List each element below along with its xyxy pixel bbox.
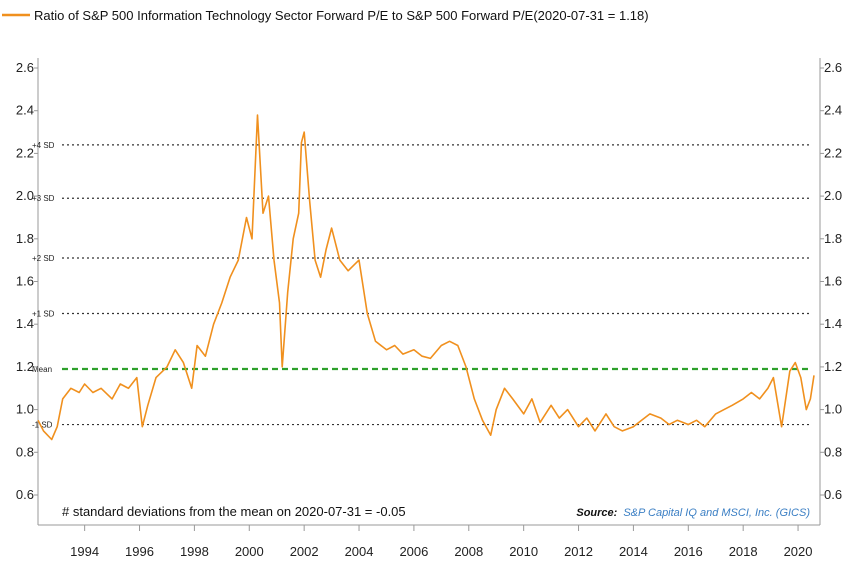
series-line <box>37 114 815 441</box>
source-note: Source: S&P Capital IQ and MSCI, Inc. (GI… <box>576 507 810 519</box>
y-tick-label-left: 1.8 <box>16 231 34 246</box>
x-axis: 1994 1996 1998 2000 2002 2004 2006 2008 2010 2012… <box>70 525 813 559</box>
y-tick-label-left: 2.0 <box>16 188 34 203</box>
y-tick-label-left: 2.2 <box>16 145 34 160</box>
x-tick-label: 2006 <box>399 544 428 559</box>
y-tick-label-left: 1.2 <box>16 359 34 374</box>
y-tick-label-left: 1.6 <box>16 274 34 289</box>
x-tick-label: 2020 <box>784 544 813 559</box>
y-tick-label-right: 1.6 <box>824 274 842 289</box>
y-tick-label-right: 2.2 <box>824 145 842 160</box>
y-tick-label-right: 2.4 <box>824 103 842 118</box>
x-tick-label: 2016 <box>674 544 703 559</box>
x-tick-label: 2012 <box>564 544 593 559</box>
source-text: S&P Capital IQ and MSCI, Inc. (GICS) <box>623 507 810 519</box>
y-tick-label-right: 1.4 <box>824 316 842 331</box>
y-tick-label-left: 2.4 <box>16 103 34 118</box>
sd-label: +1 SD <box>32 310 55 319</box>
x-tick-label: 2000 <box>235 544 264 559</box>
y-tick-label-right: 1.8 <box>824 231 842 246</box>
y-tick-label-right: 0.8 <box>824 444 842 459</box>
sd-annotation: # standard deviations from the mean on 2… <box>62 504 406 519</box>
y-tick-label-right: 1.2 <box>824 359 842 374</box>
y-tick-label-left: 2.6 <box>16 60 34 75</box>
y-tick-label-left: 1.0 <box>16 402 34 417</box>
sd-label: -1 SD <box>32 421 53 430</box>
sd-label: +2 SD <box>32 254 55 263</box>
y-tick-label-right: 2.0 <box>824 188 842 203</box>
y-tick-label-right: 2.6 <box>824 60 842 75</box>
legend-label: Ratio of S&P 500 Information Technology … <box>34 8 649 23</box>
sd-label: +4 SD <box>32 141 55 150</box>
y-axis-right: 0.6 0.8 1.0 1.2 1.4 1.6 1.8 2.0 2.2 2.4 2.6 <box>820 60 842 502</box>
plot-frame <box>37 58 821 526</box>
source-label: Source: <box>576 507 617 519</box>
y-tick-label-right: 1.0 <box>824 402 842 417</box>
y-axis-left: 0.6 0.8 1.0 1.2 1.4 1.6 1.8 2.0 2.2 2.4 2.6 <box>16 60 38 502</box>
x-tick-label: 2004 <box>345 544 374 559</box>
x-tick-label: 1998 <box>180 544 209 559</box>
y-tick-label-left: 1.4 <box>16 316 34 331</box>
x-tick-label: 1994 <box>70 544 99 559</box>
y-tick-label-left: 0.8 <box>16 444 34 459</box>
x-tick-label: 2008 <box>454 544 483 559</box>
x-tick-label: 2014 <box>619 544 648 559</box>
x-tick-label: 2018 <box>729 544 758 559</box>
x-tick-label: 2010 <box>509 544 538 559</box>
mean-label: Mean <box>32 365 52 374</box>
y-tick-label-left: 0.6 <box>16 487 34 502</box>
reference-lines: +4 SD +3 SD +2 SD +1 SD Mean -1 SD <box>32 141 812 430</box>
x-tick-label: 1996 <box>125 544 154 559</box>
sd-label: +3 SD <box>32 194 55 203</box>
x-tick-label: 2002 <box>290 544 319 559</box>
y-tick-label-right: 0.6 <box>824 487 842 502</box>
legend: Ratio of S&P 500 Information Technology … <box>2 8 649 23</box>
